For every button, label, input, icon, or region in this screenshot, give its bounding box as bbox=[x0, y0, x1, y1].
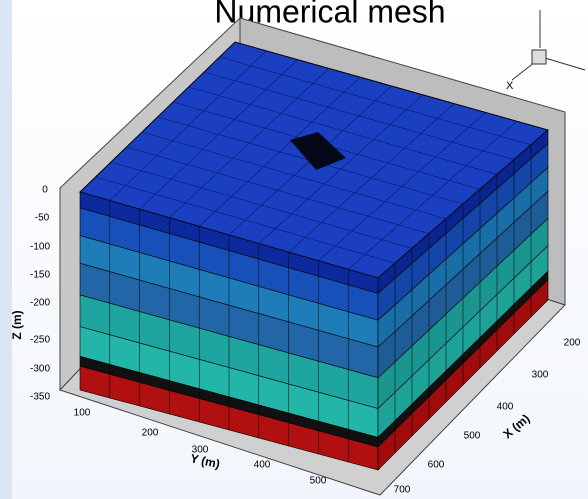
z-tick-label: -350 bbox=[30, 392, 50, 403]
z-tick-label: -100 bbox=[30, 242, 50, 253]
page: Numerical mesh X Z (m) Y (m) X (m) 0-50-… bbox=[0, 0, 588, 499]
orientation-cube bbox=[512, 10, 585, 80]
x-tick-label: 600 bbox=[428, 460, 445, 471]
y-tick-label: 100 bbox=[74, 408, 91, 419]
mesh-view: Numerical mesh X Z (m) Y (m) X (m) 0-50-… bbox=[0, 0, 588, 499]
z-axis-label: Z (m) bbox=[10, 310, 24, 339]
z-tick-label: -300 bbox=[30, 364, 50, 375]
y-tick-label: 200 bbox=[142, 428, 159, 439]
orientation-label: X bbox=[506, 80, 514, 92]
x-tick-label: 200 bbox=[564, 338, 581, 349]
z-tick-label: -150 bbox=[30, 270, 50, 281]
x-tick-label: 700 bbox=[394, 485, 411, 496]
side-strip bbox=[0, 0, 12, 499]
y-tick-label: 400 bbox=[254, 460, 271, 471]
x-tick-label: 500 bbox=[464, 431, 481, 442]
x-tick-label: 300 bbox=[532, 370, 549, 381]
z-tick-label: -250 bbox=[30, 335, 50, 346]
z-tick-label: -200 bbox=[30, 298, 50, 309]
z-tick-label: -50 bbox=[35, 213, 50, 224]
y-tick-label: 500 bbox=[310, 476, 327, 487]
y-tick-label: 300 bbox=[192, 445, 209, 456]
z-tick-label: 0 bbox=[42, 185, 48, 196]
x-axis-label: X (m) bbox=[500, 411, 532, 441]
x-tick-label: 400 bbox=[497, 402, 514, 413]
